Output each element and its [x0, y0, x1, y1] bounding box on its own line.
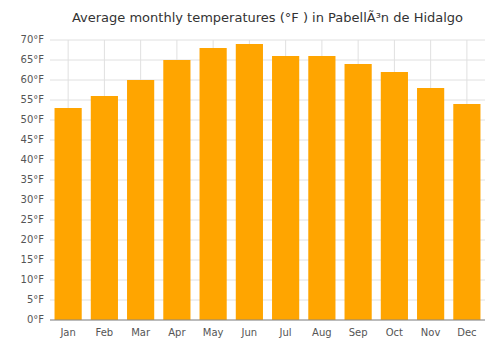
y-tick-label: 60°F [21, 74, 45, 85]
x-tick-label: Jun [241, 327, 258, 338]
y-tick-label: 35°F [21, 174, 45, 185]
x-tick-label: Jan [59, 327, 75, 338]
bar [91, 96, 118, 320]
x-tick-label: Feb [96, 327, 114, 338]
chart-svg: 0°F 5°F 10°F 15°F 20°F 25°F 30°F 35°F 40°F 45°F 50… [0, 0, 500, 350]
bar [272, 56, 299, 320]
y-axis: 0°F 5°F 10°F 15°F 20°F 25°F 30°F 35°F 40°F 45°F 50… [21, 34, 45, 325]
x-tick-label: Nov [421, 327, 441, 338]
x-tick-label: May [203, 327, 224, 338]
grid-line-y [50, 80, 485, 81]
y-tick-label: 10°F [21, 274, 45, 285]
y-tick-label: 40°F [21, 154, 45, 165]
bar [381, 72, 408, 320]
grid-line-y [50, 320, 485, 321]
y-tick-label: 25°F [21, 214, 45, 225]
y-tick-label: 0°F [27, 314, 44, 325]
y-tick-label: 70°F [21, 34, 45, 45]
x-axis-line [50, 320, 485, 321]
grid [50, 40, 485, 320]
y-tick-label: 20°F [21, 234, 45, 245]
x-axis: Jan Feb Mar Apr May Jun Jul Aug Sep Oct Nov Dec [59, 327, 476, 338]
y-tick-label: 15°F [21, 254, 45, 265]
bar [127, 80, 154, 320]
y-tick-label: 45°F [21, 134, 45, 145]
bar [345, 64, 372, 320]
y-tick-label: 30°F [21, 194, 45, 205]
x-tick-label: Sep [349, 327, 368, 338]
y-tick-label: 65°F [21, 54, 45, 65]
bar [308, 56, 335, 320]
x-tick-label: Apr [168, 327, 186, 338]
bar [453, 104, 480, 320]
grid-line-y [50, 40, 485, 41]
bar [236, 44, 263, 320]
chart-container: 0°F 5°F 10°F 15°F 20°F 25°F 30°F 35°F 40°F 45°F 50… [0, 0, 500, 350]
x-tick-label: Jul [279, 327, 292, 338]
x-tick-label: Aug [312, 327, 332, 338]
bar [163, 60, 190, 320]
x-tick-label: Mar [131, 327, 151, 338]
x-tick-label: Oct [386, 327, 403, 338]
y-tick-label: 5°F [27, 294, 44, 305]
bar [200, 48, 227, 320]
bar [55, 108, 82, 320]
y-tick-label: 55°F [21, 94, 45, 105]
y-tick-label: 50°F [21, 114, 45, 125]
grid-line-y [50, 60, 485, 61]
x-tick-label: Dec [457, 327, 476, 338]
title: Average monthly temperatures (°F ) in Pa… [72, 10, 463, 25]
bar [417, 88, 444, 320]
bars [55, 44, 481, 320]
